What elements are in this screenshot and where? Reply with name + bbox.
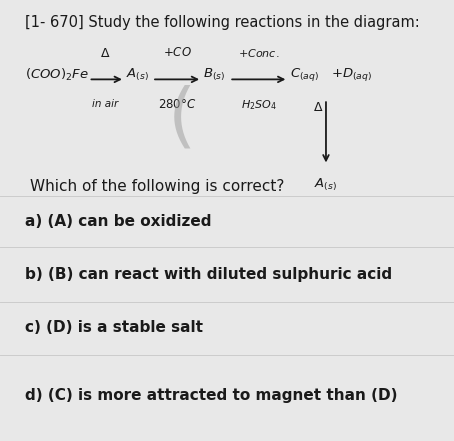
Text: $B_{(s)}$: $B_{(s)}$ xyxy=(203,67,226,83)
Text: $C_{(aq)}$: $C_{(aq)}$ xyxy=(290,67,319,83)
Text: $+ CO$: $+ CO$ xyxy=(163,46,192,59)
Text: b) (B) can react with diluted sulphuric acid: b) (B) can react with diluted sulphuric … xyxy=(25,267,392,282)
Text: $A_{(s)}$: $A_{(s)}$ xyxy=(126,67,149,83)
Text: $\Delta$: $\Delta$ xyxy=(100,47,111,60)
Text: [1- 670] Study the following reactions in the diagram:: [1- 670] Study the following reactions i… xyxy=(25,15,419,30)
Text: $($: $($ xyxy=(167,85,192,153)
Text: Which of the following is correct?: Which of the following is correct? xyxy=(30,179,284,194)
Text: $H_2SO_4$: $H_2SO_4$ xyxy=(241,98,277,112)
Text: $280°C$: $280°C$ xyxy=(158,98,196,111)
Text: c) (D) is a stable salt: c) (D) is a stable salt xyxy=(25,320,203,335)
Text: $A_{(s)}$: $A_{(s)}$ xyxy=(315,176,337,193)
Text: $+ D_{(aq)}$: $+ D_{(aq)}$ xyxy=(331,67,372,83)
Text: a) (A) can be oxidized: a) (A) can be oxidized xyxy=(25,214,212,229)
Text: $(COO)_2Fe$: $(COO)_2Fe$ xyxy=(25,67,89,83)
Text: $+Conc.$: $+Conc.$ xyxy=(238,47,280,59)
Text: d) (C) is more attracted to magnet than (D): d) (C) is more attracted to magnet than … xyxy=(25,388,397,403)
Text: $\Delta$: $\Delta$ xyxy=(313,101,324,113)
Text: in air: in air xyxy=(92,99,118,109)
